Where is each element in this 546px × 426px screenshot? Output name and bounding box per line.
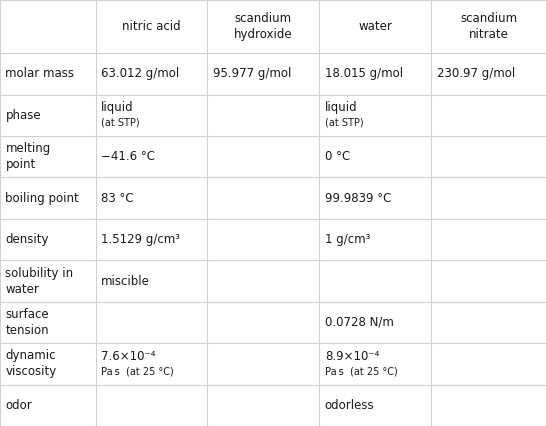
Text: water: water xyxy=(358,20,393,33)
Text: 63.012 g/mol: 63.012 g/mol xyxy=(101,67,179,81)
Text: surface
tension: surface tension xyxy=(5,308,49,337)
Text: 7.6×10⁻⁴: 7.6×10⁻⁴ xyxy=(101,350,156,363)
Text: 0 °C: 0 °C xyxy=(325,150,350,163)
Text: boiling point: boiling point xyxy=(5,192,79,205)
Text: liquid: liquid xyxy=(325,101,358,115)
Text: (at STP): (at STP) xyxy=(325,118,364,128)
Text: 18.015 g/mol: 18.015 g/mol xyxy=(325,67,403,81)
Text: Pa s  (at 25 °C): Pa s (at 25 °C) xyxy=(101,366,174,376)
Text: 99.9839 °C: 99.9839 °C xyxy=(325,192,391,205)
Text: phase: phase xyxy=(5,109,41,122)
Text: melting
point: melting point xyxy=(5,142,51,171)
Text: (at STP): (at STP) xyxy=(101,118,140,128)
Text: miscible: miscible xyxy=(101,274,150,288)
Text: Pa s  (at 25 °C): Pa s (at 25 °C) xyxy=(325,366,397,376)
Text: 95.977 g/mol: 95.977 g/mol xyxy=(213,67,292,81)
Text: 1 g/cm³: 1 g/cm³ xyxy=(325,233,370,246)
Text: 8.9×10⁻⁴: 8.9×10⁻⁴ xyxy=(325,350,379,363)
Text: nitric acid: nitric acid xyxy=(122,20,181,33)
Text: 230.97 g/mol: 230.97 g/mol xyxy=(437,67,515,81)
Text: 83 °C: 83 °C xyxy=(101,192,134,205)
Text: odor: odor xyxy=(5,399,32,412)
Text: dynamic
viscosity: dynamic viscosity xyxy=(5,349,57,378)
Text: scandium
hydroxide: scandium hydroxide xyxy=(234,12,293,41)
Text: odorless: odorless xyxy=(325,399,375,412)
Text: 0.0728 N/m: 0.0728 N/m xyxy=(325,316,394,329)
Text: liquid: liquid xyxy=(101,101,134,115)
Text: molar mass: molar mass xyxy=(5,67,74,81)
Text: density: density xyxy=(5,233,49,246)
Text: −41.6 °C: −41.6 °C xyxy=(101,150,155,163)
Text: 1.5129 g/cm³: 1.5129 g/cm³ xyxy=(101,233,180,246)
Text: scandium
nitrate: scandium nitrate xyxy=(460,12,517,41)
Text: solubility in
water: solubility in water xyxy=(5,267,74,296)
